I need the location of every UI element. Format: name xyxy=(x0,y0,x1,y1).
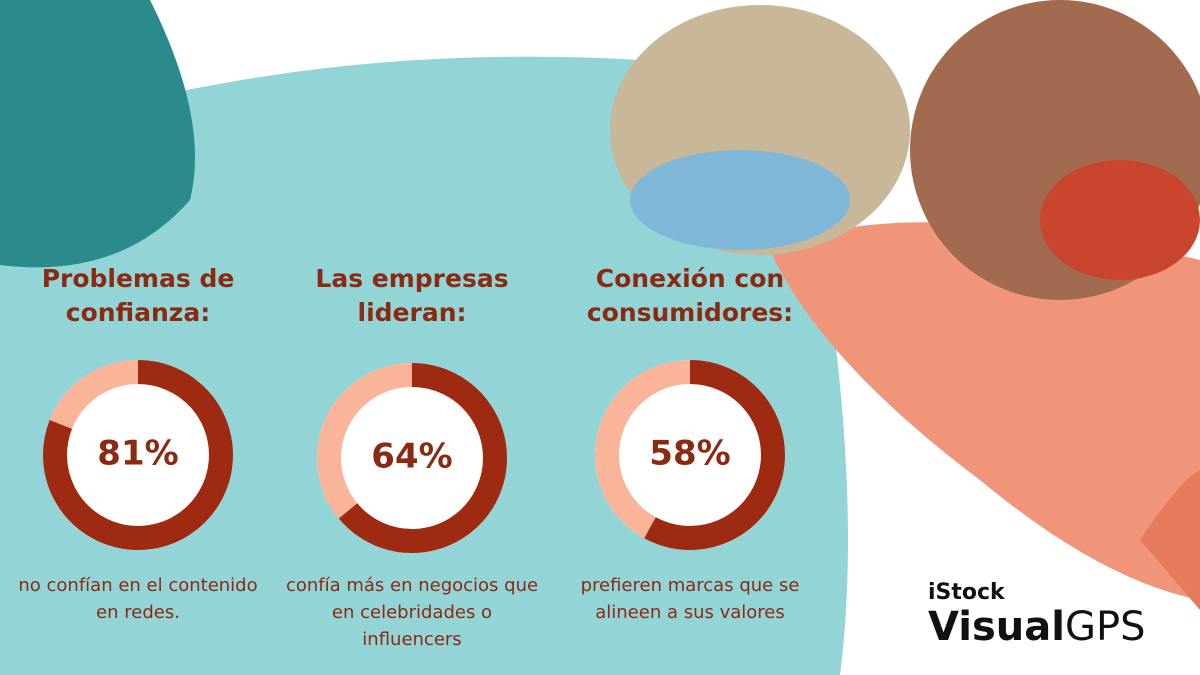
brand-product: Visual xyxy=(928,604,1065,650)
brand-product: GPS xyxy=(1064,604,1146,650)
donut-arc xyxy=(644,360,785,550)
photo-surfboard xyxy=(630,150,850,250)
donut-arc xyxy=(338,363,507,553)
donut-center xyxy=(595,360,785,550)
brand-logo: iStock VisualGPS xyxy=(928,580,1145,649)
donut-center xyxy=(317,363,507,553)
caption: no confían en el contenido en redes. xyxy=(18,575,258,623)
donut-arc xyxy=(43,360,233,550)
photo-right-detail xyxy=(1040,160,1200,280)
chart-title: Conexión con consumidores: xyxy=(586,264,794,327)
donut-label: 81% xyxy=(97,434,178,474)
donut-label: 64% xyxy=(371,437,452,477)
coral-shape xyxy=(770,222,1200,601)
chart-title: Problemas de confianza: xyxy=(41,264,235,327)
brand-name: iStock xyxy=(928,580,1005,605)
coral-edge xyxy=(1140,470,1200,610)
donut-center xyxy=(43,360,233,550)
caption: prefieren marcas que se alineen a sus va… xyxy=(580,575,800,623)
chart-title: Las empresas lideran: xyxy=(315,264,509,327)
caption: confía más en negocios que en celebridad… xyxy=(285,575,539,650)
donut-label: 58% xyxy=(649,434,730,474)
teal-blob xyxy=(0,0,195,268)
